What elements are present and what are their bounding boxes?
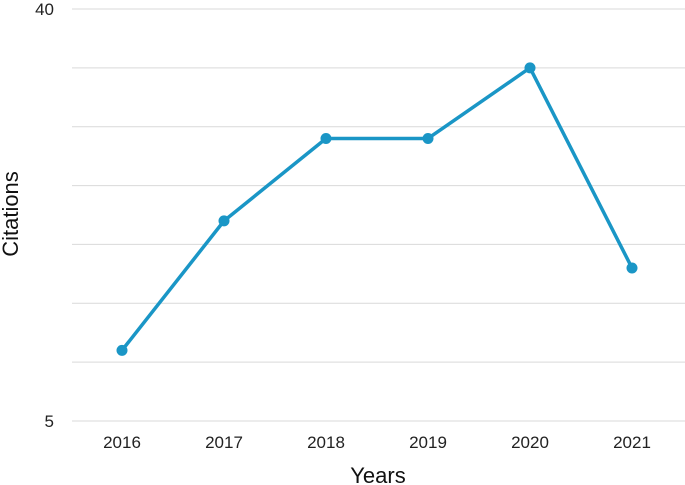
gridlines [72, 8, 685, 422]
x-tick-label: 2017 [205, 433, 243, 452]
x-tick-label: 2018 [307, 433, 345, 452]
y-axis-title: Citations [0, 171, 23, 257]
y-axis-ticks: 5 40 [35, 0, 54, 431]
data-point [116, 344, 128, 356]
series-group [116, 62, 638, 356]
data-point [626, 262, 638, 274]
x-tick-label: 2020 [511, 433, 549, 452]
x-tick-label: 2021 [613, 433, 651, 452]
data-point [320, 132, 332, 144]
data-point [218, 215, 230, 227]
x-axis-ticks: 2016 2017 2018 2019 2020 2021 [103, 433, 651, 452]
y-tick-label: 40 [35, 0, 54, 19]
data-point [524, 62, 536, 74]
x-axis-title: Years [350, 463, 405, 485]
x-tick-label: 2019 [409, 433, 447, 452]
y-tick-label: 5 [45, 412, 54, 431]
x-tick-label: 2016 [103, 433, 141, 452]
series-line [120, 66, 634, 353]
data-point [422, 132, 434, 144]
